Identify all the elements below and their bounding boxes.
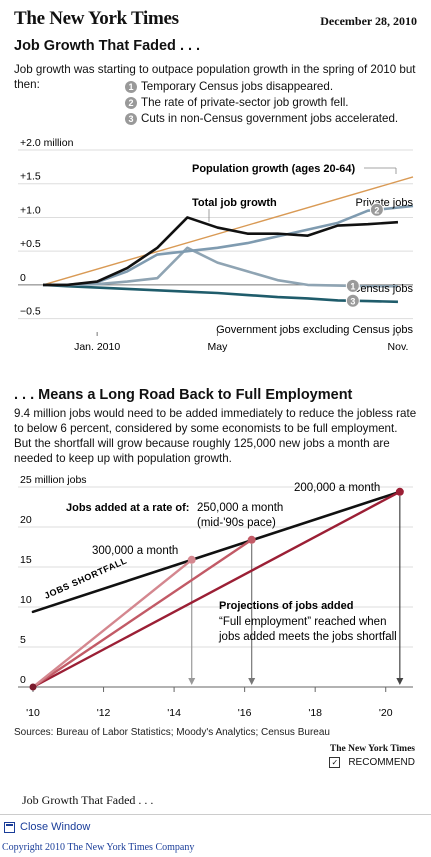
chart1-notes: 1 Temporary Census jobs disappeared. 2 The… xyxy=(125,79,398,127)
label-rate-heading: Jobs added at a rate of: xyxy=(66,502,189,514)
series-jobs-shortfall xyxy=(31,490,402,614)
sources: Sources: Bureau of Labor Statistics; Moo… xyxy=(14,727,330,738)
label-250k: 250,000 a month xyxy=(197,502,283,514)
x-tick-14: '14 xyxy=(167,707,181,719)
marker-3 xyxy=(345,293,360,308)
endpoint-200-000-a-month xyxy=(395,487,404,496)
y-tick-1-5: +1.5 xyxy=(20,171,41,183)
x-tick-12: '12 xyxy=(97,707,111,719)
label-250k-note: (mid-'90s pace) xyxy=(197,517,276,529)
label-private: Private jobs xyxy=(356,197,414,209)
label-government: Government jobs excluding Census jobs xyxy=(216,324,413,336)
chart2-intro: 9.4 million jobs would need to be added … xyxy=(14,407,417,465)
date: December 28, 2010 xyxy=(320,14,417,28)
x-tick-16: '16 xyxy=(238,707,252,719)
y-tick-0: 0 xyxy=(20,674,26,686)
recommend-button[interactable]: ✓ RECOMMEND xyxy=(329,757,415,768)
arrowhead-200-000-a-month xyxy=(396,678,404,685)
label-total: Total job growth xyxy=(192,197,277,209)
note-2: 2 The rate of private-sector job growth f… xyxy=(125,95,398,111)
arrowhead-300-000-a-month xyxy=(188,678,196,685)
endpoint-250-000-a-month-mid-90s-pace xyxy=(247,535,256,544)
note-3-text: Cuts in non-Census government jobs accel… xyxy=(141,112,399,125)
marker-3-label: 3 xyxy=(350,296,355,306)
chart1-title: Job Growth That Faded . . . xyxy=(14,38,201,54)
marker-1-label: 1 xyxy=(350,281,355,291)
chart1-intro: Job growth was starting to outpace popul… xyxy=(14,63,416,91)
close-window-link[interactable]: Close Window xyxy=(4,821,90,833)
y-tick-2-0-million: +2.0 million xyxy=(20,137,74,149)
y-tick-10: 10 xyxy=(20,594,32,606)
divider xyxy=(0,814,431,815)
chart2-title: . . . Means a Long Road Back to Full Emp… xyxy=(14,387,353,403)
series-census-jobs xyxy=(43,246,398,288)
series-200-000-a-month xyxy=(31,490,402,689)
number-3-icon: 3 xyxy=(125,113,137,125)
job-growth-chart: +2.0 million +1.5 +1.0 +0.5 0 −0.5 Jan. 2010 Ma… xyxy=(18,137,414,353)
marker-2-label: 2 xyxy=(374,205,379,215)
x-tick-may: May xyxy=(208,341,229,353)
nyt-small-logo: The New York Times xyxy=(329,744,415,754)
x-tick-18: '18 xyxy=(308,707,322,719)
marker-2 xyxy=(369,202,384,217)
masthead: The New York Times xyxy=(14,8,179,29)
label-projections: Projections of jobs added xyxy=(219,600,353,612)
label-full-employment-1: “Full employment” reached when xyxy=(219,616,386,628)
x-tick-20: '20 xyxy=(379,707,393,719)
number-1-icon: 1 xyxy=(125,81,137,93)
y-tick-0-5: +0.5 xyxy=(20,238,41,250)
close-window-label: Close Window xyxy=(20,821,91,833)
full-employment-chart: 25 million jobs 20 15 10 5 0 '10 '12 '14 '16 '18 '2… xyxy=(18,474,413,719)
window-icon xyxy=(4,821,15,833)
x-tick-jan-2010: Jan. 2010 xyxy=(74,341,120,353)
copyright: Copyright 2010 The New York Times Compan… xyxy=(2,842,195,853)
marker-1 xyxy=(345,278,360,293)
endpoint-300-000-a-month xyxy=(187,555,196,564)
origin-point xyxy=(29,683,37,691)
label-census: Census jobs xyxy=(352,283,413,295)
arrowhead-250-000-a-month-mid-90s-pace xyxy=(248,678,256,685)
label-200k: 200,000 a month xyxy=(294,482,380,494)
series-300-000-a-month xyxy=(31,558,193,689)
label-300k: 300,000 a month xyxy=(92,545,178,557)
label-full-employment-2: jobs added meets the jobs shortfall xyxy=(218,631,397,643)
note-2-text: The rate of private-sector job growth fe… xyxy=(141,96,349,109)
x-tick-nov: Nov. xyxy=(388,341,409,353)
recommend-label: RECOMMEND xyxy=(348,757,415,768)
note-1-text: Temporary Census jobs disappeared. xyxy=(141,80,334,93)
y-tick-5: 5 xyxy=(20,634,26,646)
y-tick-0: 0 xyxy=(20,272,26,284)
series-government-jobs-excluding-census-jobs xyxy=(42,283,398,304)
checkbox-icon[interactable]: ✓ xyxy=(329,757,341,768)
y-tick-20: 20 xyxy=(20,514,32,526)
note-3: 3 Cuts in non-Census government jobs acce… xyxy=(125,111,398,127)
number-2-icon: 2 xyxy=(125,97,137,109)
series-total-job-growth xyxy=(43,216,399,287)
y-tick-15: 15 xyxy=(20,554,32,566)
caption: Job Growth That Faded . . . xyxy=(22,793,154,807)
y-tick-25-million-jobs: 25 million jobs xyxy=(20,474,87,486)
note-1: 1 Temporary Census jobs disappeared. xyxy=(125,79,398,95)
label-population: Population growth (ages 20-64) xyxy=(192,163,356,175)
x-tick-10: '10 xyxy=(26,707,40,719)
series-250-000-a-month-mid-90s-pace xyxy=(31,538,253,689)
y-tick-0-5: −0.5 xyxy=(20,306,41,318)
y-tick-1-0: +1.0 xyxy=(20,204,41,216)
